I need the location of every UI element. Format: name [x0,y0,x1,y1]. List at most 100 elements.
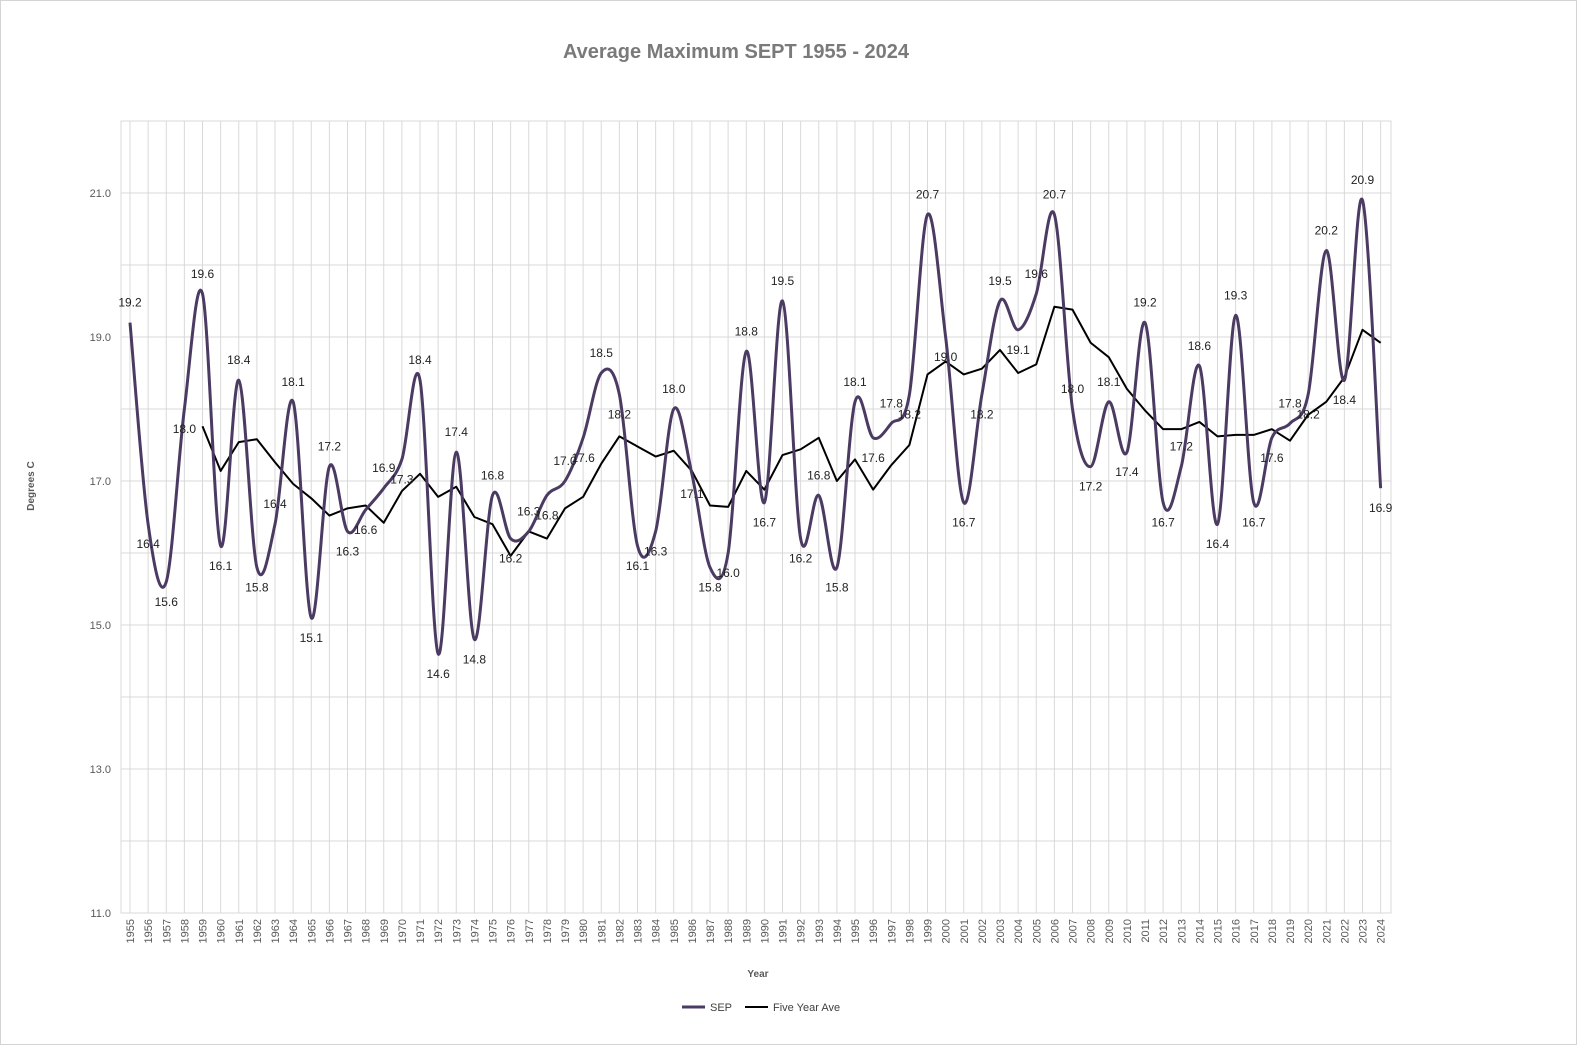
data-label: 18.2 [970,408,994,422]
x-tick-label: 1974 [469,919,481,943]
x-tick-label: 2007 [1068,919,1080,943]
data-label: 16.8 [481,468,505,482]
data-label: 18.0 [1061,382,1085,396]
x-tick-label: 1996 [868,919,880,943]
x-tick-label: 1998 [904,919,916,943]
data-label: 16.8 [807,468,831,482]
x-tick-label: 2015 [1213,919,1225,943]
x-tick-label: 1987 [705,919,717,943]
data-label: 16.2 [499,552,523,566]
data-label: 18.1 [1097,375,1121,389]
x-tick-label: 1959 [198,919,210,943]
data-label: 18.1 [281,375,305,389]
x-tick-label: 2001 [959,919,971,943]
x-tick-label: 1973 [451,919,463,943]
series-line-five-year-ave [201,305,1382,557]
x-tick-label: 1990 [759,919,771,943]
data-label: 17.2 [1170,440,1194,454]
data-label: 18.4 [1333,393,1357,407]
x-tick-label: 2006 [1049,919,1061,943]
data-labels: 19.2 16.4 15.6 18.0 19.6 16.1 18.4 15.8 16.4 18.1… [118,173,1392,681]
y-tick-label: 13.0 [90,764,111,776]
data-label: 16.9 [372,461,396,475]
x-tick-label: 2004 [1013,919,1025,943]
legend-label-sep: SEP [710,1002,732,1014]
data-label: 16.7 [1242,516,1266,530]
data-label: 16.1 [209,559,233,573]
x-tick-label: 1960 [216,919,228,943]
x-tick-label: 1970 [397,919,409,943]
x-tick-label: 2020 [1303,919,1315,943]
x-tick-label: 1981 [596,919,608,943]
data-label: 18.2 [608,408,632,422]
data-label: 18.6 [1188,339,1212,353]
data-label: 19.1 [1006,343,1030,357]
data-label: 15.8 [825,580,849,594]
x-tick-label: 1999 [923,919,935,943]
x-tick-label: 1984 [651,919,663,943]
x-tick-label: 1968 [361,919,373,943]
x-tick-label: 1962 [252,919,264,943]
data-label: 16.7 [753,516,777,530]
x-tick-label: 1994 [832,919,844,943]
x-tick-label: 2002 [977,919,989,943]
grid-lines [120,120,1392,914]
data-label: 16.3 [644,544,668,558]
data-label: 20.2 [1315,224,1339,238]
data-label: 15.8 [698,580,722,594]
x-tick-label: 1982 [614,919,626,943]
x-tick-label: 2016 [1231,919,1243,943]
data-label: 20.9 [1351,173,1375,187]
data-label: 18.0 [173,422,197,436]
x-tick-label: 2024 [1376,919,1388,943]
x-axis-title: Year [747,969,768,980]
x-tick-label: 1988 [723,919,735,943]
x-tick-label: 2008 [1086,919,1098,943]
data-label: 19.5 [771,274,795,288]
x-tick-label: 1985 [669,919,681,943]
x-tick-label: 2023 [1358,919,1370,943]
x-tick-label: 2011 [1140,919,1152,943]
x-tick-label: 1971 [415,919,427,943]
data-label: 18.2 [898,408,922,422]
data-label: 17.8 [1278,396,1302,410]
data-label: 16.3 [336,544,360,558]
x-tick-label: 2017 [1249,919,1261,943]
x-tick-label: 1964 [288,919,300,943]
data-label: 18.8 [735,324,759,338]
chart-title: Average Maximum SEPT 1955 - 2024 [563,41,910,63]
x-tick-label: 1991 [778,919,790,943]
x-tick-label: 1966 [324,919,336,943]
data-label: 20.7 [1043,188,1067,202]
x-tick-label: 1958 [179,919,191,943]
x-tick-label: 1975 [488,919,500,943]
x-tick-label: 2019 [1285,919,1297,943]
x-tick-label: 2000 [941,919,953,943]
series-line-sep [128,197,1383,656]
data-label: 18.4 [227,353,251,367]
legend: SEP Five Year Ave [682,1002,840,1014]
legend-label-avg: Five Year Ave [773,1002,840,1014]
data-label: 16.7 [1151,516,1175,530]
x-tick-label: 1993 [814,919,826,943]
data-label: 17.2 [1079,480,1103,494]
x-tick-label: 1965 [306,919,318,943]
x-axis-ticks: 1955 1956 1957 1958 1959 1960 1961 1962 1963 1964… [125,919,1388,943]
x-tick-label: 1957 [161,919,173,943]
x-tick-label: 1979 [560,919,572,943]
data-label: 14.8 [463,652,487,666]
data-label: 14.6 [426,667,450,681]
x-tick-label: 1963 [270,919,282,943]
x-tick-label: 1980 [578,919,590,943]
data-label: 16.0 [716,566,740,580]
data-label: 16.8 [535,508,559,522]
data-label: 16.9 [1369,501,1393,515]
data-label: 17.4 [445,425,469,439]
x-tick-label: 2003 [995,919,1007,943]
data-label: 20.7 [916,188,940,202]
data-label: 17.6 [1260,451,1284,465]
y-tick-label: 21.0 [90,188,111,200]
data-label: 17.1 [680,487,704,501]
